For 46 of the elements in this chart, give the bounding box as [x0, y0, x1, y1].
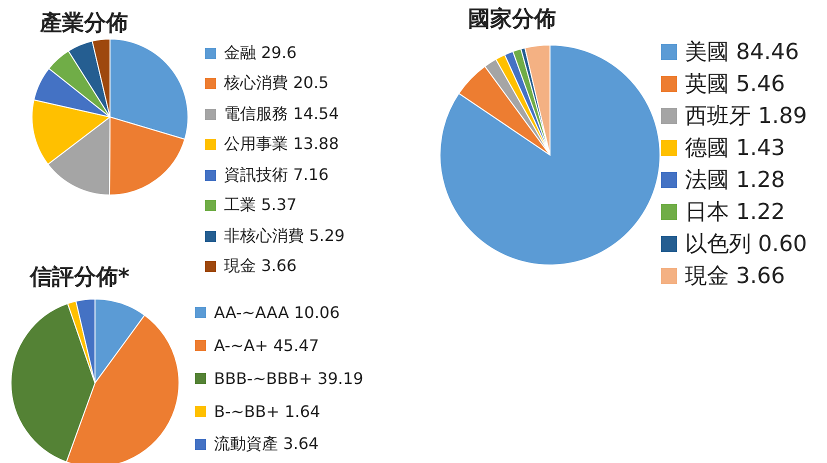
legend-label: 西班牙 [685, 104, 751, 129]
legend-label: 金融 [224, 42, 256, 62]
data-label: 3.66 [261, 256, 297, 276]
data-label: 45.47 [273, 336, 320, 355]
legend-label: 工業 [224, 195, 256, 214]
legend-label: 現金 [224, 256, 256, 276]
data-label: 0.60 [758, 232, 807, 257]
chart-title: 產業分佈 [40, 10, 128, 38]
legend-label: 現金 [685, 264, 729, 289]
data-label: 14.54 [293, 104, 339, 123]
data-label: 1.89 [758, 104, 807, 129]
legend-label: BBB-~BBB+ [214, 369, 312, 388]
legend-label: 英國 [685, 72, 729, 97]
data-label: 5.29 [309, 226, 345, 245]
data-label: 1.64 [284, 402, 320, 421]
data-label: 13.88 [293, 134, 339, 154]
data-label: 1.22 [736, 200, 785, 225]
legend-label: A-~A+ [214, 336, 268, 355]
legend-label: 法國 [685, 168, 729, 193]
chart-title: 信評分佈* [30, 264, 130, 292]
legend-label: 電信服務 [224, 104, 288, 123]
legend-label: B-~BB+ [214, 402, 280, 421]
legend-label: 流動資產 [214, 434, 278, 453]
legend-label: AA-~AAA [214, 303, 289, 322]
data-label: 39.19 [318, 369, 364, 388]
legend-label: 公用事業 [224, 134, 288, 154]
legend-label: 以色列 [685, 232, 751, 257]
legend-label: 美國 [685, 40, 729, 65]
legend-label: 資訊技術 [224, 164, 288, 184]
data-label: 20.5 [293, 73, 329, 92]
data-label: 29.6 [261, 42, 297, 62]
data-label: 1.43 [736, 136, 785, 161]
legend-label: 日本 [685, 200, 729, 225]
data-label: 5.37 [261, 195, 297, 214]
data-label: 84.46 [736, 40, 799, 65]
data-label: 3.64 [283, 434, 319, 453]
chart-title: 國家分佈 [468, 6, 556, 34]
legend-label: 德國 [685, 136, 729, 161]
data-label: 5.46 [736, 72, 785, 97]
data-label: 7.16 [293, 164, 329, 184]
data-label: 10.06 [294, 303, 340, 322]
data-label: 3.66 [736, 264, 785, 289]
legend-label: 核心消費 [224, 73, 288, 92]
pie-slice [440, 44, 660, 266]
legend-label: 非核心消費 [224, 226, 304, 245]
data-label: 1.28 [736, 168, 785, 193]
